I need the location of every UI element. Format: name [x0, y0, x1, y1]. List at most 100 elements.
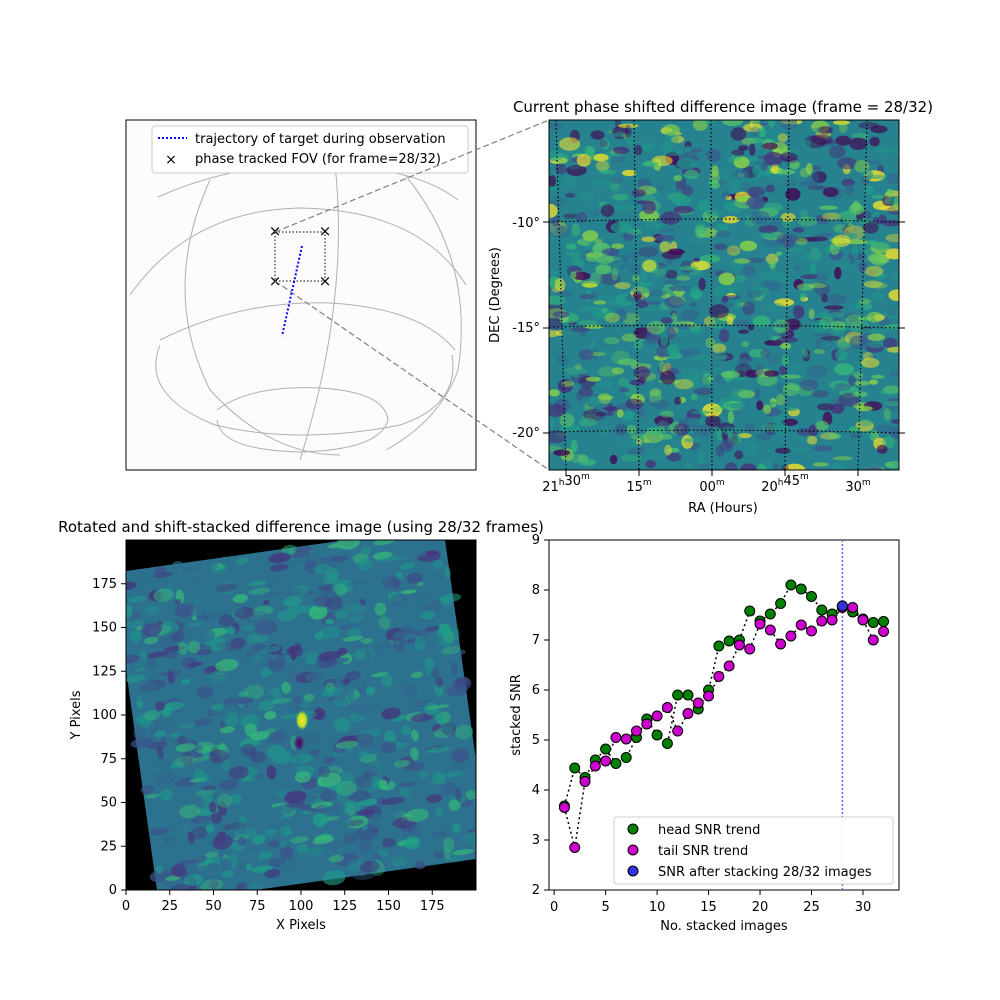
snr-x-tick-label: 20	[752, 900, 769, 915]
tail-snr-point	[867, 634, 879, 646]
stacked-image-title: Rotated and shift-stacked difference ima…	[58, 518, 544, 536]
y-tick-label: 25	[100, 839, 117, 854]
legend-current-swatch	[627, 865, 639, 877]
head-snr-point	[775, 598, 787, 609]
snr-y-tick-label: 7	[532, 633, 540, 648]
ra-tick-label: 00m	[699, 478, 724, 495]
tail-snr-point	[672, 725, 684, 737]
current-snr-point	[836, 600, 848, 612]
snr-ticks: 0 5 10 15 20 25 30 2 3 4 5 6 7 8 9	[532, 533, 872, 915]
tail-snr-point	[641, 718, 653, 730]
ra-tick-label: 30m	[845, 478, 870, 495]
head-snr-point	[610, 758, 622, 769]
head-snr-point	[723, 635, 735, 647]
tail-snr-point	[651, 710, 663, 722]
head-snr-point	[682, 689, 694, 701]
tail-snr-point	[744, 643, 756, 655]
tail-snr-point	[847, 602, 859, 613]
tail-snr-point	[857, 614, 869, 626]
tail-snr-point	[569, 842, 581, 853]
tail-snr-point	[600, 755, 612, 767]
head-snr-point	[785, 579, 797, 591]
sky-overview-legend: trajectory of target during observation …	[151, 125, 469, 174]
phase-shifted-noise-texture	[549, 120, 899, 470]
ra-axis-label: RA (Hours)	[688, 501, 758, 516]
snr-y-tick-label: 3	[532, 833, 540, 848]
stacked-y-ticks: 0 25 50 75 100 125 150 175	[92, 577, 126, 898]
zoom-connector-bottom	[274, 280, 550, 471]
snr-legend: head SNR trend tail SNR trend SNR after …	[613, 816, 894, 885]
tail-snr-point	[703, 690, 715, 702]
head-snr-point	[867, 617, 879, 628]
head-snr-point	[569, 762, 581, 774]
tail-snr-point	[806, 625, 817, 637]
source-positive-peak	[295, 709, 309, 732]
head-snr-point	[744, 605, 756, 617]
fov-corner-marker: ×	[319, 272, 332, 290]
y-tick-label: 125	[92, 664, 117, 679]
x-tick-label: 125	[332, 899, 357, 914]
snr-y-tick-label: 2	[532, 883, 540, 898]
dec-ticks: -10° -15° -20°	[512, 216, 905, 441]
snr-x-tick-label: 15	[700, 900, 717, 915]
source-negative-peak	[293, 734, 306, 752]
y-pixels-label: Y Pixels	[69, 690, 84, 740]
snr-y-tick-label: 9	[532, 533, 540, 548]
x-tick-label: 75	[249, 899, 266, 914]
tail-snr-point	[579, 776, 591, 787]
head-snr-point	[600, 743, 612, 755]
x-tick-label: 150	[376, 899, 401, 914]
legend-head-swatch	[627, 823, 639, 835]
x-tick-label: 25	[161, 899, 178, 914]
fov-corner-marker: ×	[319, 222, 332, 240]
ra-tick-group: 21h30m 15m 00m 20h45m 30m	[542, 470, 871, 495]
tail-snr-points	[558, 602, 890, 853]
head-snr-point	[620, 752, 632, 763]
snr-x-axis-label: No. stacked images	[660, 919, 788, 934]
tail-snr-point	[723, 660, 735, 672]
tail-snr-point	[682, 708, 694, 719]
tail-snr-point	[610, 732, 622, 743]
x-tick-label: 175	[420, 899, 445, 914]
head-snr-point	[713, 640, 725, 652]
snr-trend-panel: 0 5 10 15 20 25 30 2 3 4 5 6 7 8 9 head SNR trend tail…	[509, 533, 900, 934]
current-snr-point-group	[836, 600, 848, 612]
phase-shifted-image	[549, 120, 899, 470]
legend-fov-swatch: ×	[165, 152, 177, 168]
snr-x-tick-label: 5	[601, 900, 609, 915]
stacked-image-panel: Rotated and shift-stacked difference ima…	[58, 518, 544, 933]
snr-x-tick-label: 0	[550, 900, 558, 915]
legend-fov-label: phase tracked FOV (for frame=28/32)	[195, 152, 441, 167]
dec-axis-label: DEC (Degrees)	[488, 247, 503, 343]
stacked-x-ticks: 0 25 50 75 100 125 150 175	[122, 890, 445, 914]
tail-snr-point	[589, 760, 601, 772]
dec-tick-label: -20°	[512, 426, 540, 441]
y-tick-label: 150	[92, 621, 117, 636]
y-tick-label: 100	[92, 708, 117, 723]
head-snr-point	[806, 591, 817, 602]
tail-snr-point	[558, 802, 570, 813]
tail-snr-point	[878, 626, 890, 637]
snr-y-tick-label: 4	[532, 783, 540, 798]
head-snr-point	[795, 583, 807, 595]
zoom-connector-top	[274, 119, 550, 233]
tail-snr-point	[826, 614, 838, 626]
y-tick-label: 75	[100, 752, 117, 767]
ra-tick-label: 20h45m	[761, 472, 809, 495]
snr-y-tick-label: 6	[532, 683, 540, 698]
snr-y-tick-label: 5	[532, 733, 540, 748]
ra-tick-label: 21h30m	[542, 472, 590, 495]
dec-tick-label: -15°	[512, 321, 540, 336]
snr-y-axis-label: stacked SNR	[509, 674, 524, 755]
y-tick-label: 0	[109, 883, 117, 898]
target-trajectory-line	[281, 245, 303, 337]
head-snr-point	[878, 616, 890, 627]
head-snr-point	[661, 738, 673, 749]
x-tick-label: 50	[205, 899, 222, 914]
y-tick-label: 175	[92, 577, 117, 592]
coordinate-grid	[549, 120, 899, 470]
legend-tail-label: tail SNR trend	[658, 844, 748, 859]
sky-overview-panel: × × × × trajectory of target during obse…	[125, 119, 477, 471]
legend-trajectory-label: trajectory of target during observation	[195, 132, 446, 147]
tail-snr-point	[775, 638, 787, 650]
